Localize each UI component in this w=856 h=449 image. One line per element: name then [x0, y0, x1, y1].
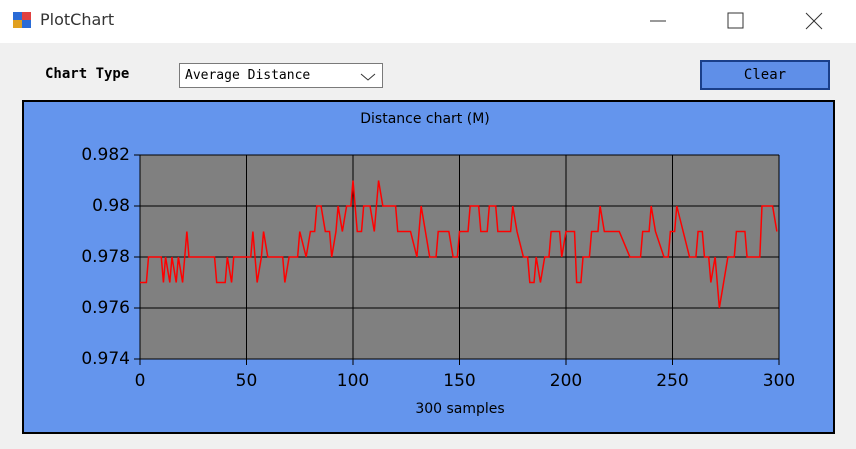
combo-value: Average Distance	[185, 68, 311, 83]
y-tick-label: 0.976	[81, 298, 130, 318]
chart-title: Distance chart (M)	[360, 111, 490, 127]
clear-button[interactable]: Clear	[700, 60, 830, 90]
window-title: PlotChart	[40, 10, 115, 29]
chart-type-label: Chart Type	[45, 66, 130, 82]
x-tick-label: 50	[236, 371, 258, 391]
y-tick-label: 0.98	[92, 196, 130, 216]
x-axis-label: 300 samples	[415, 401, 504, 417]
x-tick-label: 100	[337, 371, 369, 391]
combo-arrow	[360, 73, 376, 81]
x-tick-label: 300	[763, 371, 795, 391]
x-tick-label: 250	[656, 371, 688, 391]
y-tick-label: 0.978	[81, 247, 130, 267]
x-tick-label: 150	[443, 371, 475, 391]
title-bar: PlotChart	[0, 0, 856, 43]
chart-type-combo[interactable]: Average Distance	[179, 63, 383, 88]
data-line	[140, 180, 778, 309]
x-tick-label: 200	[550, 371, 582, 391]
y-tick-label: 0.982	[81, 145, 130, 165]
title-icons	[13, 12, 823, 30]
y-tick-label: 0.974	[81, 349, 130, 369]
x-tick-label: 0	[135, 371, 146, 391]
